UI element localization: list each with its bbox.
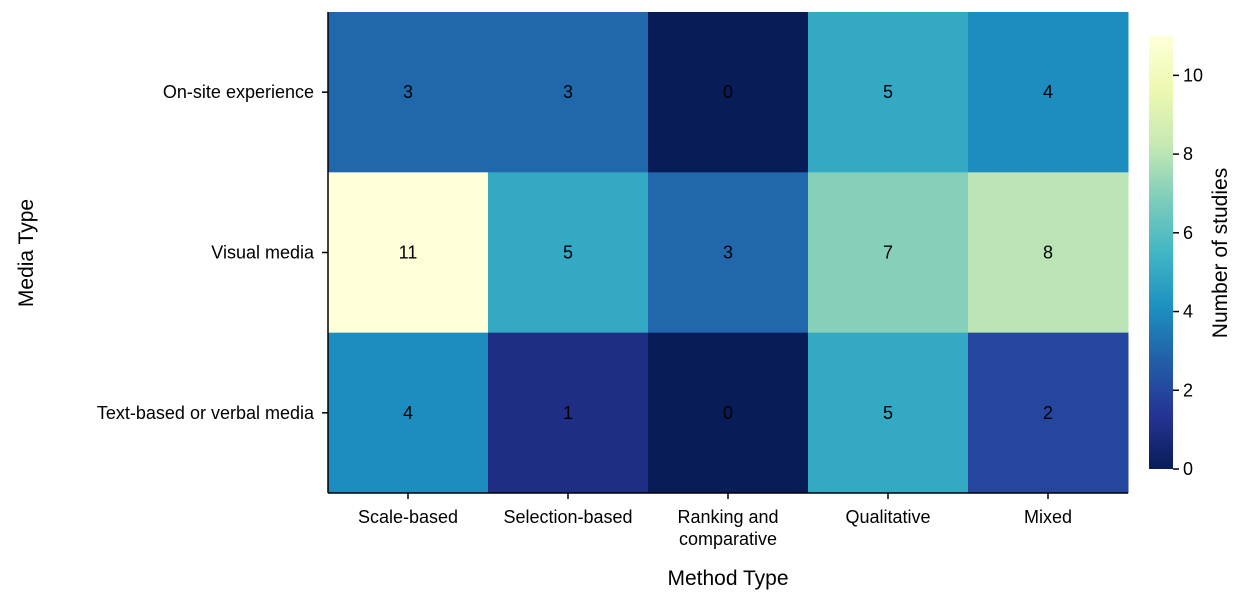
x-tick-label: Qualitative — [845, 507, 930, 527]
colorbar-gradient — [1149, 36, 1173, 469]
x-tick-label: Ranking and comparative — [677, 507, 778, 549]
heatmap-cell — [968, 172, 1129, 334]
cell-value-label: 7 — [883, 242, 893, 262]
colorbar-tick-label: 4 — [1183, 302, 1193, 322]
heatmap-cell — [488, 332, 649, 494]
cell-value-label: 5 — [883, 403, 893, 423]
cell-value-label: 4 — [1043, 82, 1053, 102]
cell-value-label: 0 — [723, 82, 733, 102]
y-tick-label: On-site experience — [163, 82, 314, 102]
cell-value-label: 8 — [1043, 242, 1053, 262]
cell-value-label: 2 — [1043, 403, 1053, 423]
colorbar-tick-label: 2 — [1183, 380, 1193, 400]
y-tick-label: Visual media — [211, 242, 315, 262]
cell-value-label: 3 — [403, 82, 413, 102]
y-axis-title: Media Type — [15, 199, 38, 307]
colorbar-ticks: 0 2 4 6 8 10 — [1173, 65, 1203, 479]
heatmap-cell — [328, 332, 489, 494]
cell-value-label: 0 — [723, 403, 733, 423]
heatmap-cell — [808, 12, 969, 173]
cell-value-label: 3 — [723, 242, 733, 262]
colorbar-tick-label: 10 — [1183, 65, 1203, 85]
cell-value-label: 5 — [883, 82, 893, 102]
colorbar-tick-label: 0 — [1183, 459, 1193, 479]
x-tick-label: Mixed — [1024, 507, 1072, 527]
cell-value-label: 3 — [563, 82, 573, 102]
heatmap-cell — [328, 172, 489, 334]
colorbar: 0 2 4 6 8 10 Number of studies — [1149, 36, 1232, 479]
colorbar-tick-label: 8 — [1183, 144, 1193, 164]
cell-value-label: 5 — [563, 242, 573, 262]
x-tick-labels: Scale-based Selection-based Ranking and com… — [358, 492, 1072, 549]
heatmap-cell — [328, 12, 489, 173]
x-tick-label: Scale-based — [358, 507, 458, 527]
heatmap-cell — [648, 12, 809, 173]
heatmap-cell — [968, 332, 1129, 494]
heatmap-cell — [808, 172, 969, 334]
heatmap-cell — [968, 12, 1129, 173]
y-tick-labels: On-site experience Visual media Text-based… — [97, 82, 328, 423]
cell-value-label: 4 — [403, 403, 413, 423]
heatmap-cell — [488, 172, 649, 334]
heatmap-cell — [808, 332, 969, 494]
x-tick-label: Selection-based — [503, 507, 632, 527]
heatmap-cell — [648, 332, 809, 494]
y-tick-label: Text-based or verbal media — [97, 403, 315, 423]
x-axis-title: Method Type — [667, 567, 788, 590]
cell-value-label: 11 — [399, 242, 418, 262]
cell-value-label: 1 — [563, 403, 573, 423]
heatmap-cells: 3 3 0 5 4 11 5 3 7 8 4 1 0 5 2 — [328, 12, 1129, 494]
colorbar-label: Number of studies — [1209, 168, 1232, 338]
colorbar-tick-label: 6 — [1183, 223, 1193, 243]
heatmap-cell — [648, 172, 809, 334]
heatmap-cell — [488, 12, 649, 173]
